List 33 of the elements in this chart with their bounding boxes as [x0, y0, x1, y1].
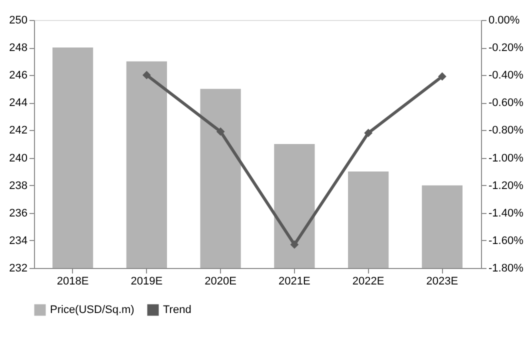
point — [290, 240, 299, 249]
y2-tick-label: -0.40% — [488, 70, 524, 82]
x-tick-label: 2022E — [352, 276, 384, 288]
point — [142, 70, 151, 80]
y-tick-label: 238 — [9, 180, 28, 192]
legend-label: Trend — [163, 304, 192, 316]
y2-tick-label: -0.20% — [488, 42, 524, 54]
x-tick-label: 2020E — [204, 276, 236, 288]
x-tick-label: 2018E — [56, 276, 89, 288]
point — [438, 72, 446, 81]
y-tick-label: 250 — [9, 14, 28, 26]
y2-tick-label: -1.60% — [488, 234, 524, 247]
y2-tick-label: -1.80% — [488, 262, 524, 274]
y2-tick-label: -1.20% — [488, 180, 524, 192]
y-tick-label: 242 — [9, 124, 28, 137]
point — [216, 127, 225, 136]
x-tick-label: 2023E — [426, 276, 458, 288]
y2-tick-label: -1.40% — [488, 207, 524, 220]
y-tick-label: 248 — [9, 42, 28, 54]
x-tick-label: 2019E — [130, 276, 163, 288]
x-tick-label: 2021E — [278, 276, 310, 288]
y2-tick-label: -0.80% — [488, 124, 524, 137]
legend-label: Price(USD/Sq.m) — [50, 304, 134, 316]
y-tick-label: 244 — [9, 97, 28, 110]
y-tick-label: 236 — [9, 207, 28, 220]
y2-tick-label: -1.00% — [488, 152, 524, 164]
y2-tick-label: -0.60% — [488, 97, 524, 110]
y2-tick-label: 0.00% — [488, 14, 520, 26]
y-tick-label: 246 — [9, 70, 28, 82]
point — [364, 128, 373, 138]
y-tick-label: 232 — [9, 262, 28, 274]
y-tick-label: 240 — [9, 152, 28, 164]
y-tick-label: 234 — [9, 234, 28, 247]
